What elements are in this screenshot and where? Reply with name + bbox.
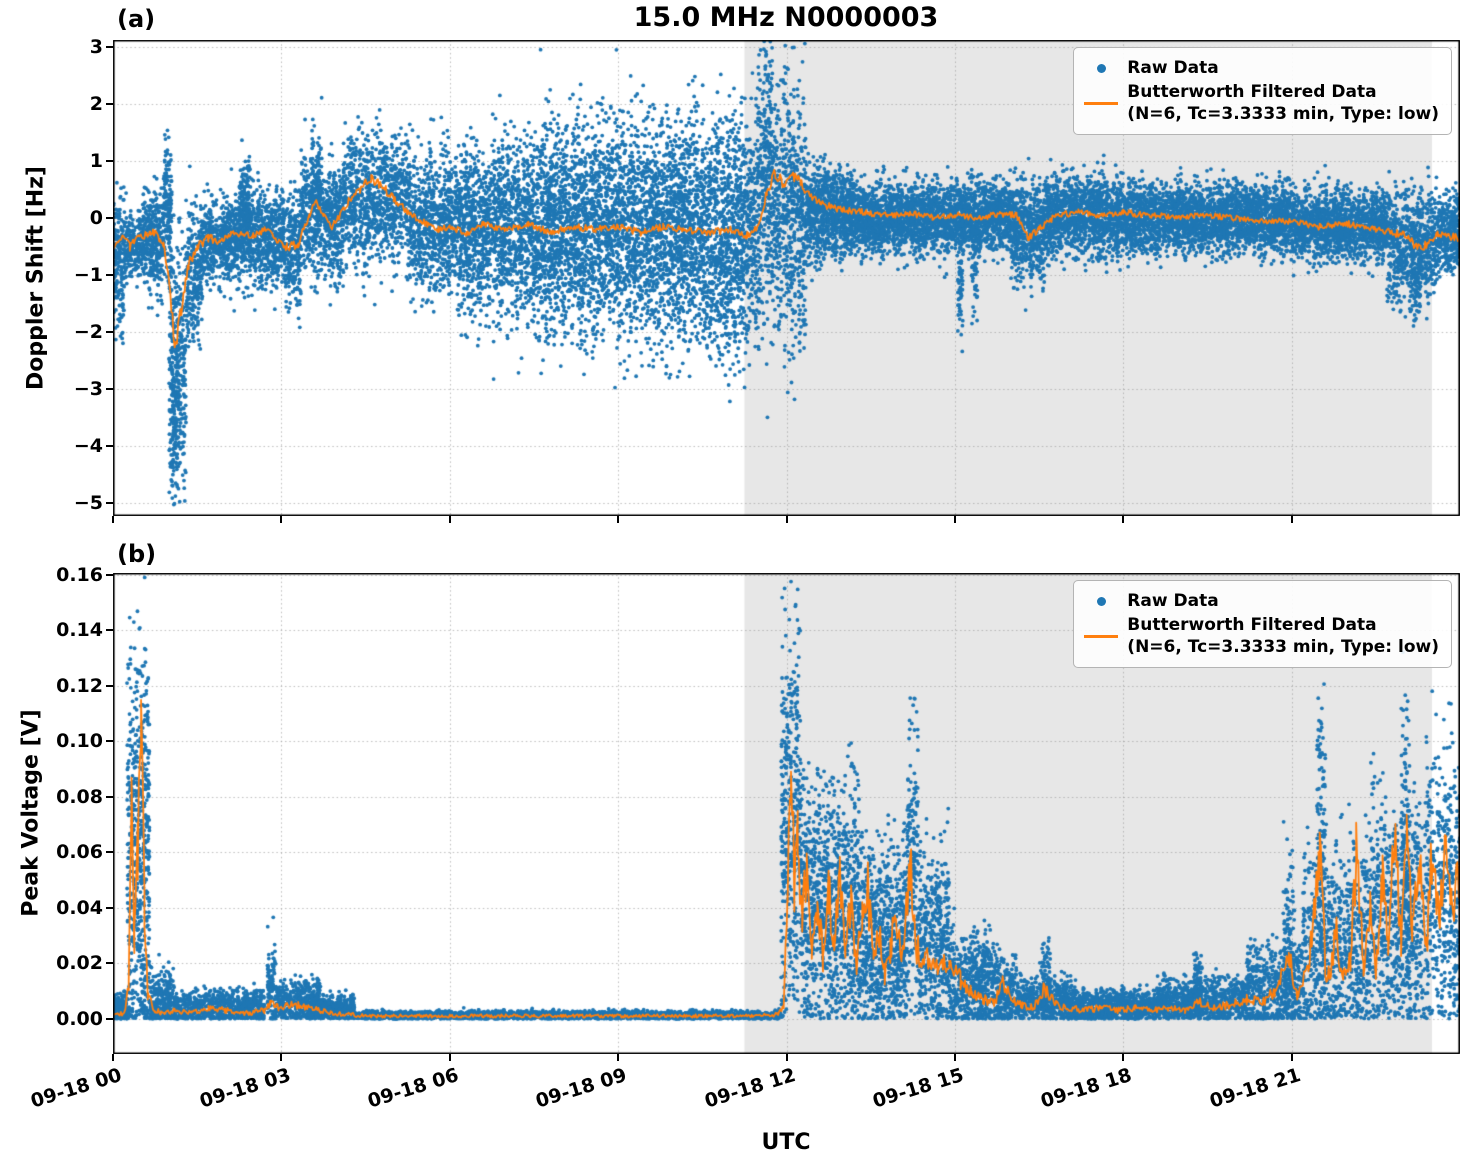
y-tick-mark bbox=[106, 1017, 113, 1020]
panel-b-label: (b) bbox=[117, 540, 157, 568]
legend-filtered-sublabel: (N=6, Tc=3.3333 min, Type: low) bbox=[1127, 104, 1439, 125]
y-tick-label: 0.12 bbox=[56, 674, 103, 697]
doppler-shift-axes: Raw Data Butterworth Filtered Data (N=6,… bbox=[113, 40, 1460, 516]
x-tick-mark bbox=[1290, 516, 1293, 523]
legend-a: Raw Data Butterworth Filtered Data (N=6,… bbox=[1073, 47, 1452, 136]
x-tick-label: 09-18 09 bbox=[533, 1064, 630, 1113]
y-tick-label: 2 bbox=[89, 93, 103, 116]
y-tick-label: 0 bbox=[89, 207, 103, 230]
legend-entry-filtered-data: Butterworth Filtered Data (N=6, Tc=3.333… bbox=[1084, 81, 1439, 125]
x-tick-label: 09-18 00 bbox=[28, 1064, 125, 1113]
x-tick-mark bbox=[953, 1054, 956, 1061]
x-tick-label: 09-18 12 bbox=[701, 1064, 798, 1113]
legend-filtered-sublabel: (N=6, Tc=3.3333 min, Type: low) bbox=[1127, 637, 1439, 658]
y-tick-label: 0.00 bbox=[56, 1007, 103, 1030]
y-tick-label: 0.14 bbox=[56, 619, 103, 642]
peak-voltage-axes: Raw Data Butterworth Filtered Data (N=6,… bbox=[113, 573, 1460, 1054]
y-axis-label-doppler: Doppler Shift [Hz] bbox=[23, 166, 49, 390]
x-tick-label: 09-18 03 bbox=[196, 1064, 293, 1113]
y-tick-label: −4 bbox=[73, 434, 103, 457]
x-tick-mark bbox=[1290, 1054, 1293, 1061]
y-tick-mark bbox=[106, 740, 113, 743]
y-tick-mark bbox=[106, 274, 113, 277]
filtered-line-icon bbox=[1084, 101, 1119, 105]
y-tick-mark bbox=[106, 388, 113, 391]
y-tick-label: 0.06 bbox=[56, 841, 103, 864]
y-tick-mark bbox=[106, 906, 113, 909]
x-tick-mark bbox=[280, 1054, 283, 1061]
legend-filtered-label: Butterworth Filtered Data bbox=[1127, 615, 1377, 636]
legend-entry-raw-data: Raw Data bbox=[1084, 57, 1439, 79]
x-tick-mark bbox=[785, 1054, 788, 1061]
y-tick-mark bbox=[106, 331, 113, 334]
y-tick-mark bbox=[106, 501, 113, 504]
y-tick-mark bbox=[106, 573, 113, 576]
x-axis-label: UTC bbox=[761, 1130, 811, 1155]
x-tick-label: 09-18 15 bbox=[870, 1064, 967, 1113]
x-tick-mark bbox=[280, 516, 283, 523]
y-tick-mark bbox=[106, 962, 113, 965]
legend-raw-label: Raw Data bbox=[1127, 591, 1219, 611]
y-tick-mark bbox=[106, 684, 113, 687]
legend-raw-label: Raw Data bbox=[1127, 58, 1219, 78]
x-tick-mark bbox=[448, 516, 451, 523]
legend-entry-raw-data: Raw Data bbox=[1084, 590, 1439, 612]
panel-a-label: (a) bbox=[117, 5, 156, 33]
y-tick-label: −3 bbox=[73, 378, 103, 401]
legend-filtered-label: Butterworth Filtered Data bbox=[1127, 82, 1377, 103]
y-tick-label: 0.08 bbox=[56, 785, 103, 808]
legend-b: Raw Data Butterworth Filtered Data (N=6,… bbox=[1073, 580, 1452, 669]
chart-title: 15.0 MHz N0000003 bbox=[633, 2, 939, 33]
x-tick-mark bbox=[953, 516, 956, 523]
y-tick-mark bbox=[106, 217, 113, 220]
x-tick-label: 09-18 18 bbox=[1038, 1064, 1135, 1113]
raw-data-dot-icon bbox=[1084, 63, 1118, 73]
x-tick-mark bbox=[1122, 516, 1125, 523]
x-tick-mark bbox=[1122, 1054, 1125, 1061]
raw-data-dot-icon bbox=[1084, 596, 1118, 606]
y-tick-label: 0.04 bbox=[56, 896, 103, 919]
x-tick-mark bbox=[448, 1054, 451, 1061]
x-tick-label: 09-18 06 bbox=[365, 1064, 462, 1113]
y-tick-mark bbox=[106, 795, 113, 798]
y-tick-label: −1 bbox=[73, 264, 103, 287]
y-tick-label: −5 bbox=[73, 491, 103, 514]
y-tick-label: 3 bbox=[89, 36, 103, 59]
y-tick-mark bbox=[106, 46, 113, 49]
y-tick-mark bbox=[106, 629, 113, 632]
x-tick-mark bbox=[617, 1054, 620, 1061]
x-tick-label: 09-18 21 bbox=[1206, 1064, 1304, 1113]
y-tick-label: 0.02 bbox=[56, 952, 103, 975]
filtered-line-icon bbox=[1084, 634, 1119, 638]
y-tick-mark bbox=[106, 851, 113, 854]
y-tick-mark bbox=[106, 103, 113, 106]
x-tick-mark bbox=[617, 516, 620, 523]
y-axis-label-voltage: Peak Voltage [V] bbox=[18, 709, 44, 917]
y-tick-mark bbox=[106, 444, 113, 447]
y-tick-label: −2 bbox=[73, 321, 103, 344]
y-tick-mark bbox=[106, 160, 113, 163]
y-tick-label: 0.10 bbox=[56, 730, 103, 753]
y-tick-label: 0.16 bbox=[56, 563, 103, 586]
x-tick-mark bbox=[112, 516, 114, 523]
x-tick-mark bbox=[112, 1054, 114, 1061]
y-tick-label: 1 bbox=[89, 150, 103, 173]
x-tick-mark bbox=[785, 516, 788, 523]
legend-entry-filtered-data: Butterworth Filtered Data (N=6, Tc=3.333… bbox=[1084, 614, 1439, 658]
